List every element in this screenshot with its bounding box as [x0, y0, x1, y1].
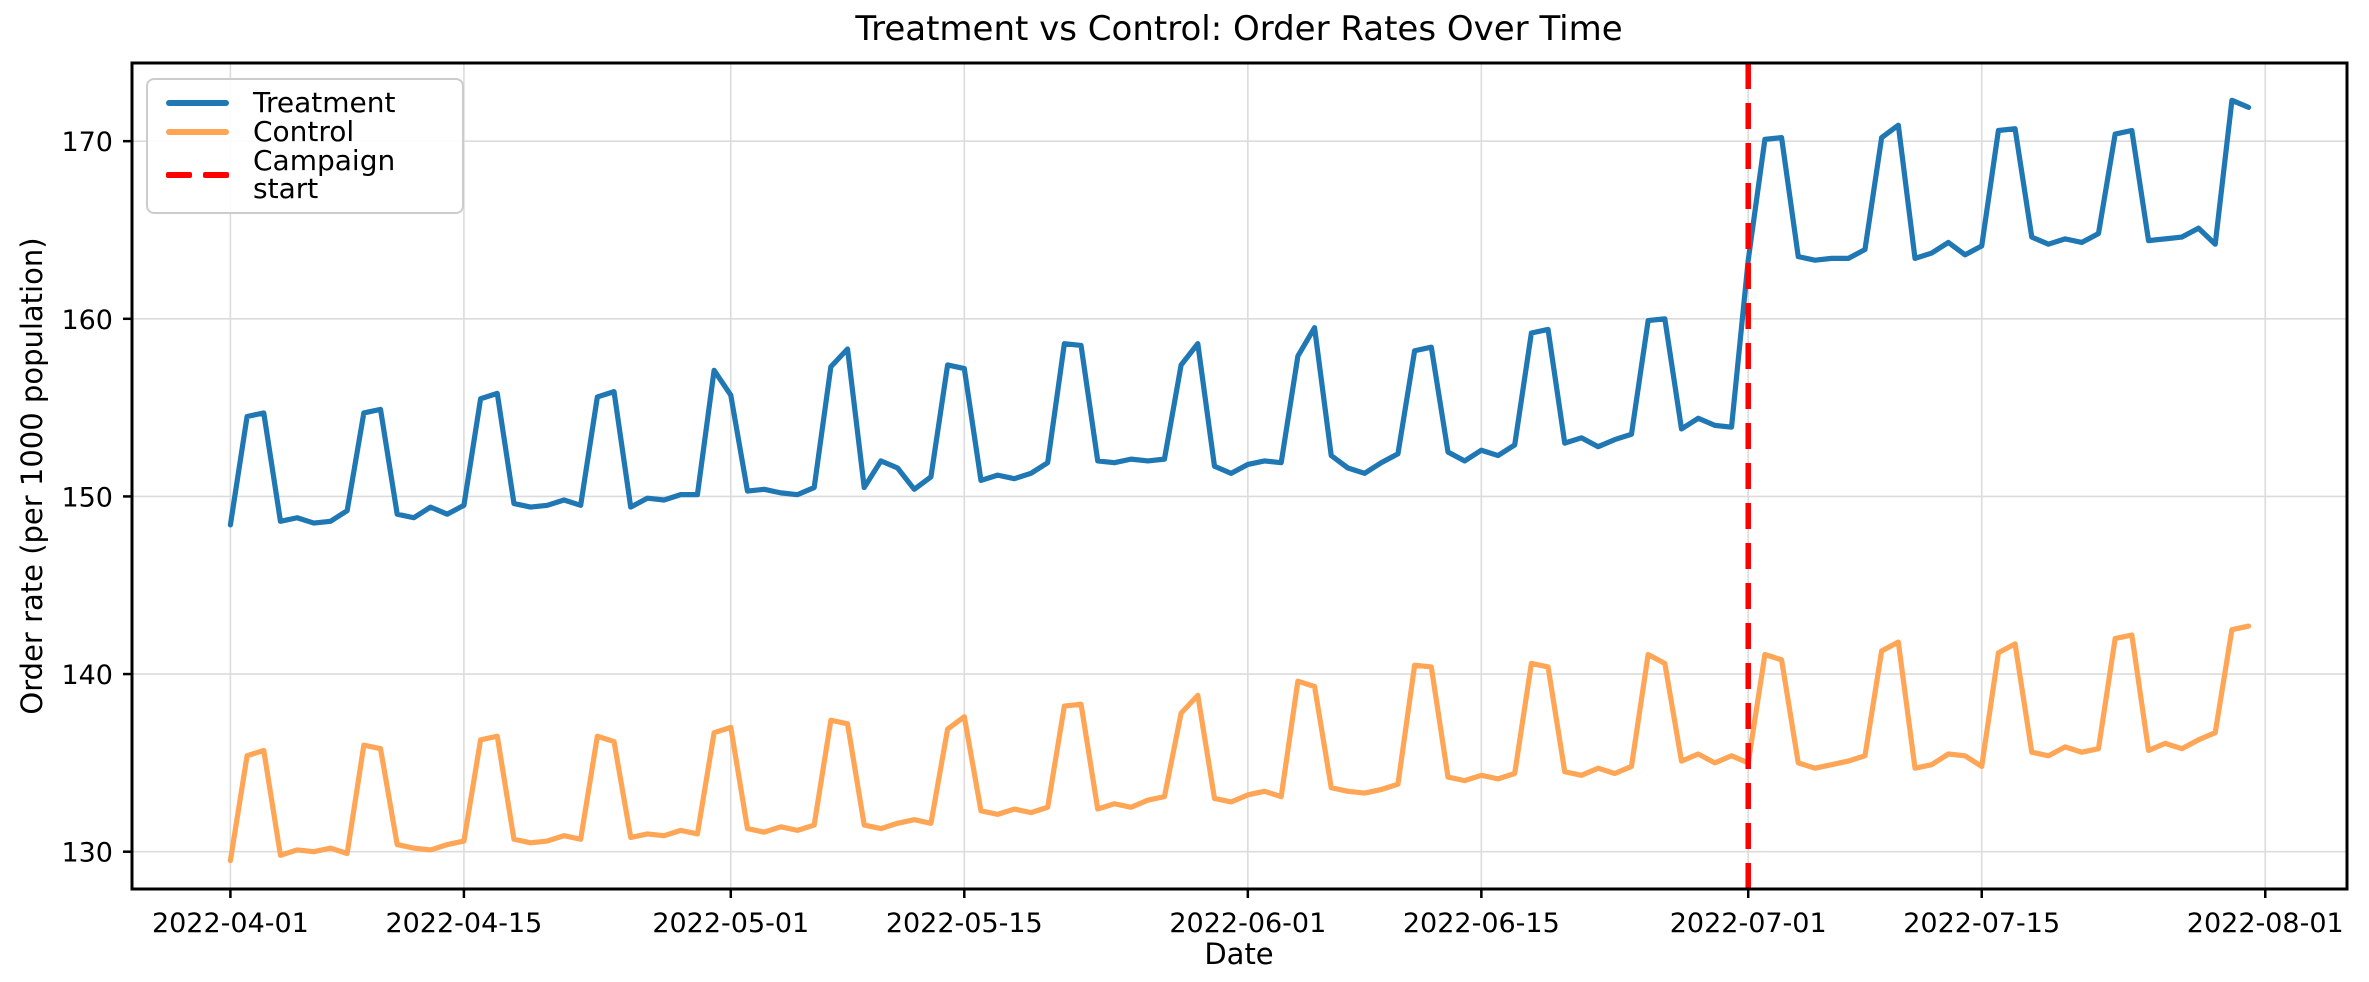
x-axis-label: Date: [1204, 937, 1274, 971]
plot-border: [130, 61, 2349, 891]
y-tick-label: 160: [61, 305, 113, 336]
y-axis-label: Order rate (per 1000 population): [15, 237, 49, 715]
legend: Treatment Control Campaign start: [146, 78, 464, 214]
control-line: [227, 623, 2252, 864]
legend-label-campaign-start: Campaign start: [253, 144, 396, 206]
chart-title: Treatment vs Control: Order Rates Over T…: [855, 9, 1623, 49]
x-tick-label: 2022-06-15: [1403, 908, 1560, 939]
x-tick-label: 2022-04-01: [152, 908, 309, 939]
legend-entry-treatment: Treatment: [166, 85, 444, 119]
x-tick-label: 2022-06-01: [1169, 908, 1326, 939]
treatment-line-swatch: [166, 99, 229, 106]
treatment-line: [227, 97, 2252, 528]
x-tick-label: 2022-08-01: [2187, 908, 2344, 939]
legend-label-control: Control: [253, 114, 355, 148]
y-tick-label: 140: [61, 660, 113, 691]
y-tick-label: 170: [61, 127, 113, 158]
x-tick-label: 2022-04-15: [385, 908, 542, 939]
legend-entry-control: Control: [166, 114, 444, 148]
y-tick-label: 150: [61, 482, 113, 513]
x-tick-label: 2022-05-15: [886, 908, 1043, 939]
campaign-start-line-swatch: [166, 172, 229, 179]
legend-label-treatment: Treatment: [253, 85, 396, 119]
control-line-swatch: [166, 128, 229, 135]
legend-entry-campaign-start: Campaign start: [166, 147, 444, 203]
x-tick-label: 2022-07-01: [1670, 908, 1827, 939]
x-tick-label: 2022-07-15: [1903, 908, 2060, 939]
y-tick-label: 130: [61, 838, 113, 869]
x-tick-label: 2022-05-01: [652, 908, 809, 939]
